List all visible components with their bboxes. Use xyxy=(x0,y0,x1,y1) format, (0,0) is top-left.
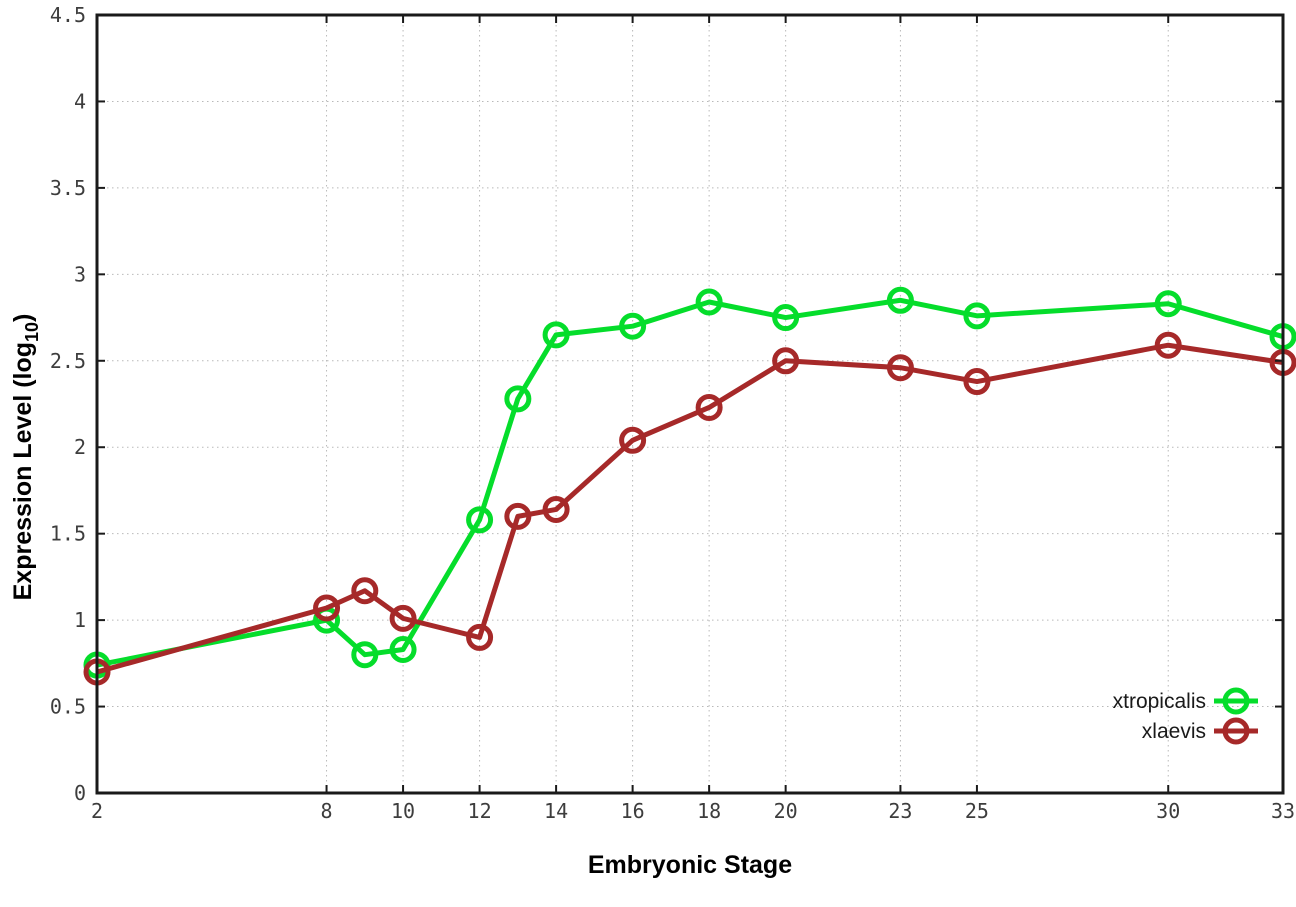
y-axis-title-subscript: 10 xyxy=(22,322,42,342)
data-point-marker-xlaevis xyxy=(963,368,991,396)
data-point-marker-xlaevis xyxy=(313,594,341,622)
data-point-marker-xlaevis xyxy=(504,502,532,530)
y-axis-title-text: Expression Level (log xyxy=(9,342,37,600)
y-tick-label: 3.5 xyxy=(50,176,86,200)
data-point-marker-xlaevis xyxy=(542,495,570,523)
y-axis-title-close: ) xyxy=(9,314,37,322)
x-tick-label: 2 xyxy=(91,799,103,823)
data-point-marker-xtropicalis xyxy=(963,302,991,330)
x-tick-label: 16 xyxy=(621,799,645,823)
data-point-marker-xlaevis xyxy=(466,623,494,651)
x-axis-title: Embryonic Stage xyxy=(588,851,792,879)
data-point-marker-xlaevis xyxy=(619,426,647,454)
data-point-marker-xtropicalis xyxy=(772,304,800,332)
legend-sample-marker-xtropicalis xyxy=(1222,687,1250,715)
x-tick-label: 12 xyxy=(468,799,492,823)
data-point-marker-xlaevis xyxy=(886,354,914,382)
legend-label-xtropicalis: xtropicalis xyxy=(1113,690,1206,713)
data-point-marker-xlaevis xyxy=(351,577,379,605)
y-tick-label: 0 xyxy=(74,781,86,805)
series-line-xlaevis xyxy=(96,342,1284,675)
data-point-marker-xtropicalis xyxy=(351,641,379,669)
x-tick-label: 25 xyxy=(965,799,989,823)
y-tick-label: 2.5 xyxy=(50,349,86,373)
x-tick-label: 8 xyxy=(321,799,333,823)
data-point-marker-xtropicalis xyxy=(1154,290,1182,318)
x-tick-label: 33 xyxy=(1271,799,1295,823)
x-tick-label: 23 xyxy=(888,799,912,823)
x-tick-label: 14 xyxy=(544,799,568,823)
x-tick-label: 10 xyxy=(391,799,415,823)
axis-layer: 2 8 10 12 14 16 18 20 23 25 30 33 0 0.5 1 1.5 2 2.5 3 3.5 4 4… xyxy=(50,3,1295,823)
y-axis-title: Expression Level (log10) xyxy=(9,314,42,601)
x-tick-label: 20 xyxy=(774,799,798,823)
data-point-marker-xlaevis xyxy=(1154,331,1182,359)
legend: xtropicalis xlaevis xyxy=(1113,687,1258,745)
data-point-marker-xtropicalis xyxy=(886,286,914,314)
y-tick-label: 1.5 xyxy=(50,522,86,546)
y-tick-label: 4.5 xyxy=(50,3,86,27)
data-point-marker-xlaevis xyxy=(389,604,417,632)
data-point-marker-xlaevis xyxy=(695,393,723,421)
data-point-marker-xlaevis xyxy=(772,347,800,375)
data-point-marker-xtropicalis xyxy=(619,312,647,340)
data-point-marker-xtropicalis xyxy=(542,321,570,349)
plot-border xyxy=(95,13,1285,795)
legend-sample-marker-xlaevis xyxy=(1222,717,1250,745)
x-tick-label: 18 xyxy=(697,799,721,823)
legend-label-xlaevis: xlaevis xyxy=(1142,720,1206,743)
y-tick-label: 0.5 xyxy=(50,695,86,719)
data-point-marker-xtropicalis xyxy=(466,506,494,534)
y-tick-label: 3 xyxy=(74,262,86,286)
data-point-marker-xtropicalis xyxy=(504,385,532,413)
y-tick-label: 2 xyxy=(74,435,86,459)
x-tick-label: 30 xyxy=(1156,799,1180,823)
series-layer xyxy=(83,286,1296,686)
data-point-marker-xtropicalis xyxy=(389,636,417,664)
grid-layer xyxy=(96,14,1284,794)
data-point-marker-xtropicalis xyxy=(695,288,723,316)
y-tick-label: 4 xyxy=(74,89,86,113)
y-tick-label: 1 xyxy=(74,608,86,632)
